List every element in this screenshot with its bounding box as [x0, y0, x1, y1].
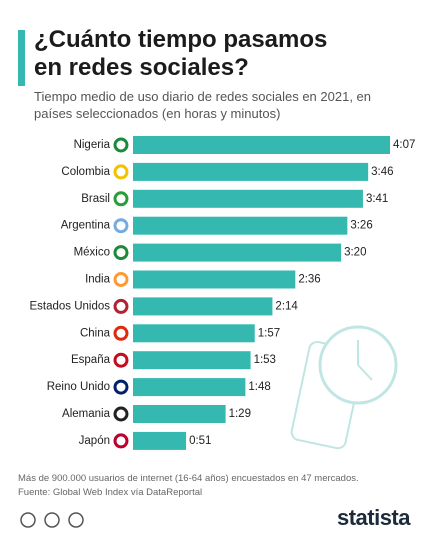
subtitle: Tiempo medio de uso diario de redes soci…	[34, 89, 372, 121]
cc-icons	[20, 512, 84, 528]
category-label: Brasil	[81, 193, 110, 205]
value-label: 1:48	[248, 381, 270, 393]
value-label: 3:46	[371, 166, 393, 178]
brand: statista	[336, 505, 411, 530]
value-label: 1:57	[258, 327, 280, 339]
flag-icon	[113, 379, 129, 395]
source: Fuente: Global Web Index vía DataReporta…	[18, 487, 203, 498]
bar	[133, 270, 296, 289]
flag-icon	[113, 433, 129, 449]
bar	[133, 243, 342, 262]
category-label: Alemania	[62, 408, 111, 420]
value-label: 2:36	[298, 274, 320, 286]
value-label: 1:53	[254, 354, 276, 366]
flag-icon	[113, 245, 129, 261]
bar	[133, 297, 273, 316]
note: Más de 900.000 usuarios de internet (16-…	[18, 473, 359, 484]
bar	[133, 216, 348, 235]
value-label: 2:14	[275, 300, 298, 312]
category-label: India	[85, 274, 111, 286]
bar	[133, 431, 187, 450]
category-label: España	[71, 354, 111, 366]
category-label: Estados Unidos	[29, 300, 110, 312]
flag-icon	[113, 137, 129, 153]
bar	[133, 405, 226, 423]
value-label: 3:20	[344, 247, 366, 259]
accent-bar	[18, 30, 25, 86]
flag-icon	[113, 218, 129, 234]
value-label: 3:41	[366, 193, 388, 205]
flag-icon	[113, 191, 129, 207]
category-label: China	[80, 327, 111, 339]
category-label: Argentina	[61, 220, 111, 232]
category-label: Japón	[79, 435, 110, 447]
value-label: 4:07	[393, 139, 415, 151]
bar	[133, 324, 255, 343]
value-label: 1:29	[229, 408, 251, 420]
value-label: 0:51	[189, 435, 211, 447]
bar	[133, 378, 246, 397]
flag-icon	[113, 406, 129, 422]
flag-icon	[113, 352, 129, 368]
bar	[133, 162, 369, 181]
bar	[133, 189, 363, 208]
bar	[133, 351, 251, 370]
value-label: 3:26	[350, 220, 372, 232]
footnote: Más de 900.000 usuarios de internet (16-…	[18, 472, 428, 500]
category-label: México	[74, 247, 110, 259]
flag-icon	[113, 298, 129, 314]
flag-icon	[113, 325, 129, 341]
illustration	[290, 325, 398, 450]
flag-icon	[113, 164, 129, 180]
bar	[133, 136, 390, 154]
category-label: Nigeria	[74, 139, 111, 151]
flag-icon	[113, 272, 129, 287]
title: ¿Cuánto tiempo pasamos en redes sociales…	[34, 26, 328, 81]
category-label: Reino Unido	[47, 381, 110, 393]
clock-hand	[357, 364, 373, 381]
category-label: Colombia	[61, 166, 110, 178]
